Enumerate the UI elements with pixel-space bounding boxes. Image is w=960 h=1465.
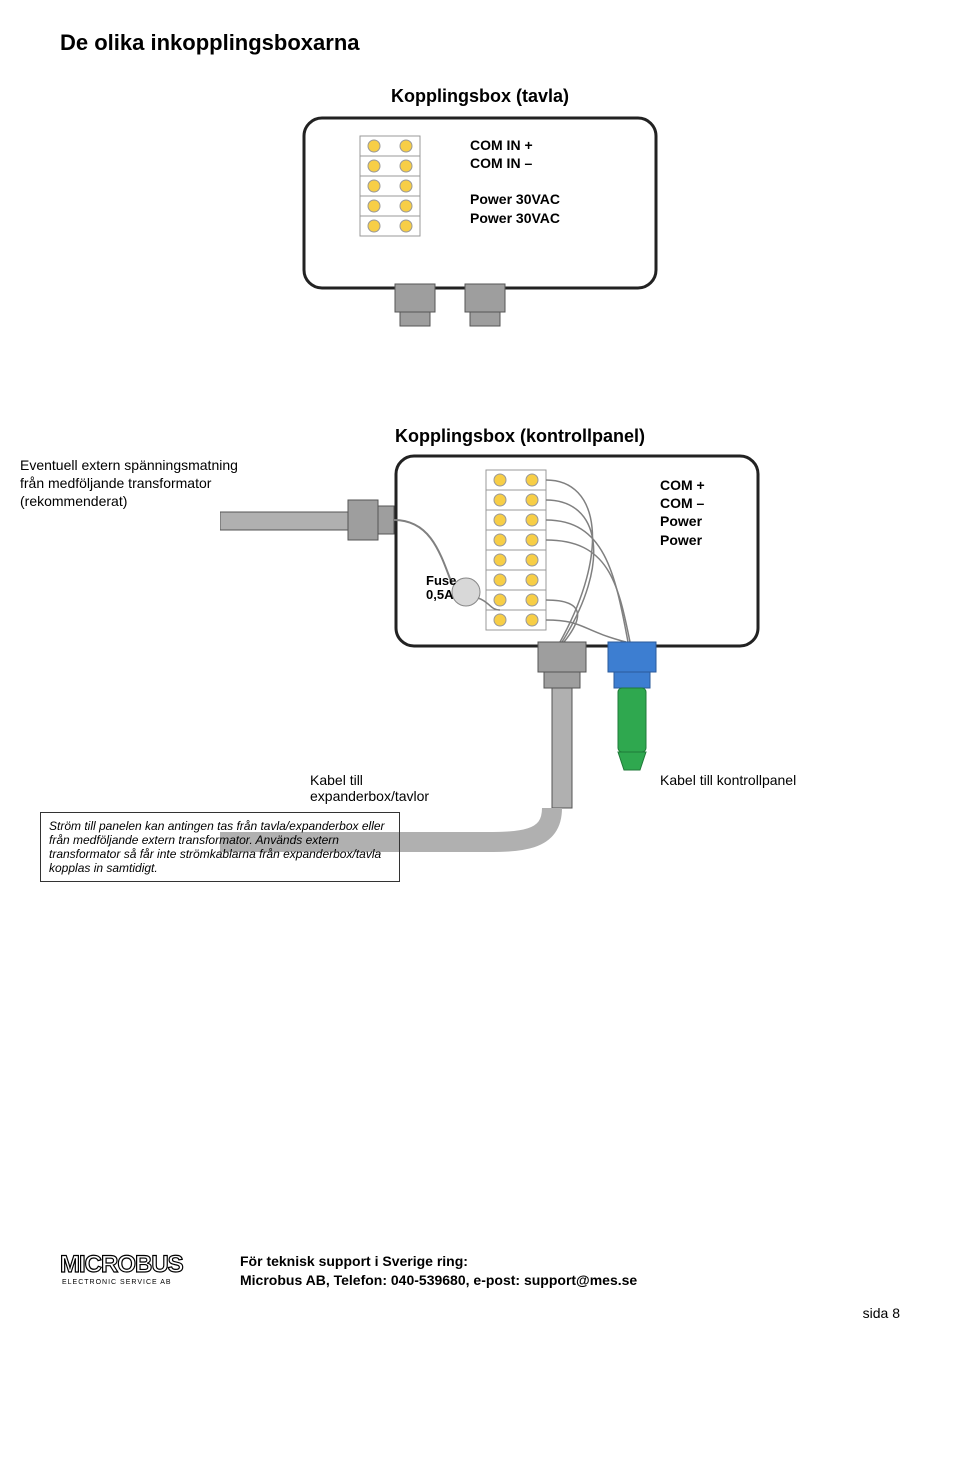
- diagram-area: Kopplingsbox (tavla) COM IN + COM IN – P…: [60, 86, 900, 986]
- tavla-label-1: COM IN –: [470, 154, 560, 172]
- kp-label-0: COM +: [660, 476, 705, 494]
- cable-label-expander: Kabel till expanderbox/tavlor: [310, 772, 429, 804]
- kp-label-2: Power: [660, 512, 705, 530]
- note-box: Ström till panelen kan antingen tas från…: [40, 812, 400, 882]
- fuse-line2: 0,5A: [426, 588, 456, 602]
- logo-text: MICROBUS: [60, 1251, 184, 1278]
- tavla-label-0: COM IN +: [470, 136, 560, 154]
- kp-label-3: Power: [660, 531, 705, 549]
- kp-label-1: COM –: [660, 494, 705, 512]
- page-number: sida 8: [60, 1305, 900, 1321]
- tavla-title: Kopplingsbox (tavla): [330, 86, 630, 107]
- kontrollpanel-title: Kopplingsbox (kontrollpanel): [395, 426, 735, 447]
- cable-label-kontrollpanel: Kabel till kontrollpanel: [660, 772, 796, 788]
- footer-line1: För teknisk support i Sverige ring:: [240, 1252, 637, 1270]
- footer: MICROBUS ELECTRONIC SERVICE AB För tekni…: [60, 1246, 900, 1295]
- footer-line2: Microbus AB, Telefon: 040-539680, e-post…: [240, 1271, 637, 1289]
- logo: MICROBUS ELECTRONIC SERVICE AB: [60, 1246, 220, 1295]
- tavla-label-4: Power 30VAC: [470, 209, 560, 227]
- tavla-label-spacer: [470, 172, 560, 190]
- page-title: De olika inkopplingsboxarna: [60, 30, 900, 56]
- logo-subtitle: ELECTRONIC SERVICE AB: [62, 1279, 172, 1286]
- tavla-label-3: Power 30VAC: [470, 190, 560, 208]
- fuse-label: Fuse 0,5A: [426, 574, 456, 603]
- fuse-line1: Fuse: [426, 574, 456, 588]
